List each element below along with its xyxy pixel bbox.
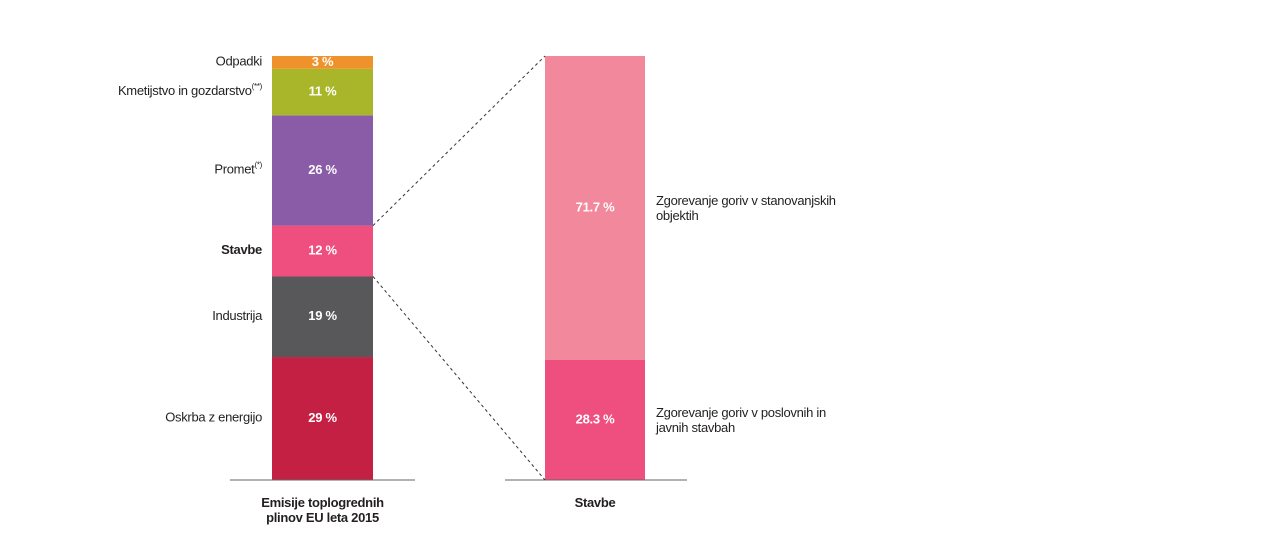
bar-segment bbox=[272, 68, 373, 116]
legend-label: Promet(*) bbox=[214, 161, 262, 177]
legend-name: Stavbe bbox=[221, 242, 262, 257]
value-label: 71.7 % bbox=[576, 199, 615, 214]
bar-segment bbox=[272, 115, 373, 226]
legend-name: Odpadki bbox=[216, 54, 263, 69]
legend-label: Zgorevanje goriv v stanovanjskih objekti… bbox=[656, 193, 836, 223]
legend-name: Kmetijstvo in gozdarstvo bbox=[118, 83, 252, 98]
bar-segment bbox=[545, 360, 645, 480]
category-label: Stavbe bbox=[574, 495, 616, 510]
legend-name: Promet bbox=[214, 162, 255, 177]
bar-segment bbox=[272, 357, 373, 480]
legend-label: Odpadki bbox=[216, 54, 263, 69]
legend-note: (*) bbox=[254, 161, 262, 170]
value-label: 3 % bbox=[312, 54, 334, 69]
bar-segment bbox=[545, 56, 645, 361]
legend-label: Zgorevanje goriv v poslovnih in javnih s… bbox=[656, 405, 826, 435]
legend-note: (**) bbox=[252, 82, 263, 91]
bar-segment bbox=[272, 225, 373, 277]
zoom-line bbox=[372, 55, 546, 226]
legend-label: Oskrba z energijo bbox=[165, 410, 262, 425]
value-label: 19 % bbox=[308, 308, 337, 323]
bar-segment bbox=[272, 56, 373, 69]
value-label: 12 % bbox=[308, 242, 337, 257]
value-label: 26 % bbox=[308, 162, 337, 177]
legend-label: Kmetijstvo in gozdarstvo(**) bbox=[118, 82, 263, 98]
legend-label: Industrija bbox=[212, 308, 263, 323]
value-label: 11 % bbox=[309, 83, 337, 98]
category-label: Emisije toplogrednih plinov EU leta 2015 bbox=[261, 495, 384, 525]
legend-name: Oskrba z energijo bbox=[165, 410, 262, 425]
legend-label: Stavbe bbox=[221, 242, 262, 257]
zoom-line bbox=[372, 276, 546, 481]
value-label: 29 % bbox=[308, 410, 337, 425]
legend-name: Industrija bbox=[212, 308, 263, 323]
bar-segment bbox=[272, 276, 373, 358]
value-label: 28.3 % bbox=[576, 411, 615, 426]
